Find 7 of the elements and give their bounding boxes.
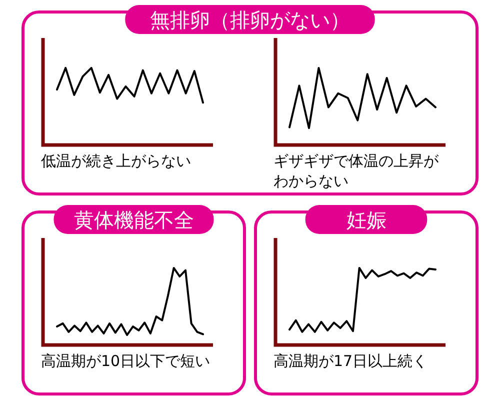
chart-title: 無排卵（排卵がない） xyxy=(150,8,350,32)
text: 高温期が10日以下で短い xyxy=(41,352,210,370)
chart-title: 黄体機能不全 xyxy=(74,208,194,232)
text: 高温期が17日以上続く xyxy=(274,352,428,370)
chart-title: 妊娠 xyxy=(346,208,386,232)
text: ギザギザで体温の上昇がわからない xyxy=(274,152,440,190)
text: 低温が続き上がらない xyxy=(41,152,191,170)
